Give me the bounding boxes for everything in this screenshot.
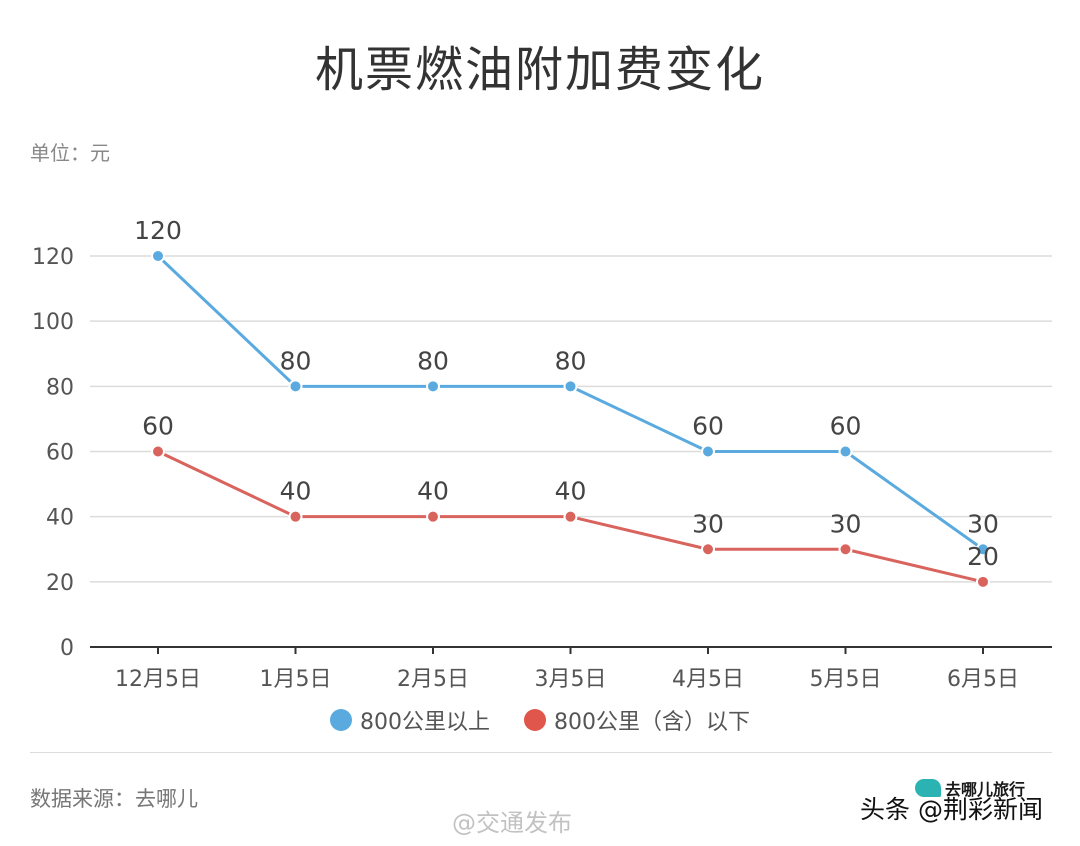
data-label: 40 xyxy=(280,477,312,506)
legend-marker-high xyxy=(330,709,352,731)
legend-item-high: 800公里以上 xyxy=(330,704,490,736)
x-tick-label: 12月5日 xyxy=(115,667,201,692)
toutiao-watermark: 头条 @荆彩新闻 xyxy=(860,795,1043,824)
y-tick-label: 100 xyxy=(32,310,74,335)
data-label: 60 xyxy=(692,412,724,441)
y-tick-label: 80 xyxy=(46,375,74,400)
data-label: 60 xyxy=(830,412,862,441)
weibo-watermark: @交通发布 xyxy=(452,809,572,837)
logo-text: 去哪儿旅行 xyxy=(945,780,1026,799)
y-tick-label: 40 xyxy=(46,506,74,531)
legend-label-low: 800公里（含）以下 xyxy=(554,710,750,735)
legend-item-low: 800公里（含）以下 xyxy=(524,704,750,736)
x-tick-label: 5月5日 xyxy=(810,667,882,692)
x-tick-label: 6月5日 xyxy=(947,667,1019,692)
footer-divider xyxy=(30,752,1052,753)
data-label: 20 xyxy=(967,542,999,571)
data-label: 60 xyxy=(142,412,174,441)
qunar-logo: 去哪儿旅行 xyxy=(915,776,1025,800)
legend-marker-low xyxy=(524,709,546,731)
source-label: 数据来源：去哪儿 xyxy=(30,787,198,811)
camel-logo-icon xyxy=(915,779,941,797)
data-point xyxy=(701,444,715,459)
data-point xyxy=(563,509,578,524)
data-point xyxy=(288,379,303,394)
data-point xyxy=(976,542,990,557)
data-label: 30 xyxy=(830,509,862,538)
data-point xyxy=(426,379,440,394)
data-point xyxy=(838,542,853,557)
line-chart: 0 20 40 60 80 100 120 12月5日 1月5日 2月5日 3月5日 4月5日 5月5日… xyxy=(32,216,1052,692)
data-point xyxy=(288,509,303,524)
legend: 800公里以上 800公里（含）以下 xyxy=(0,704,1080,736)
y-tick-label: 0 xyxy=(60,636,74,661)
x-tick-label: 4月5日 xyxy=(672,667,744,692)
data-point xyxy=(563,379,578,394)
x-tick-label: 1月5日 xyxy=(260,667,332,692)
data-label: 80 xyxy=(555,346,587,375)
data-label: 40 xyxy=(555,477,587,506)
data-point xyxy=(426,509,440,524)
y-tick-label: 20 xyxy=(46,571,74,596)
data-label: 80 xyxy=(417,346,449,375)
chart-title: 机票燃油附加费变化 xyxy=(314,42,765,98)
data-label: 30 xyxy=(967,509,999,538)
data-point xyxy=(151,444,165,459)
data-label: 40 xyxy=(417,477,449,506)
legend-label-high: 800公里以上 xyxy=(360,710,490,735)
x-tick-label: 2月5日 xyxy=(397,667,469,692)
unit-label: 单位：元 xyxy=(30,141,110,165)
x-tick-label: 3月5日 xyxy=(535,667,607,692)
data-point xyxy=(838,444,853,459)
y-tick-label: 60 xyxy=(46,441,74,466)
data-label: 30 xyxy=(692,509,724,538)
data-point xyxy=(701,542,715,557)
y-tick-label: 120 xyxy=(32,245,74,270)
data-point xyxy=(976,574,990,589)
data-label: 80 xyxy=(280,346,312,375)
data-label: 120 xyxy=(134,216,182,245)
data-point xyxy=(151,249,165,263)
